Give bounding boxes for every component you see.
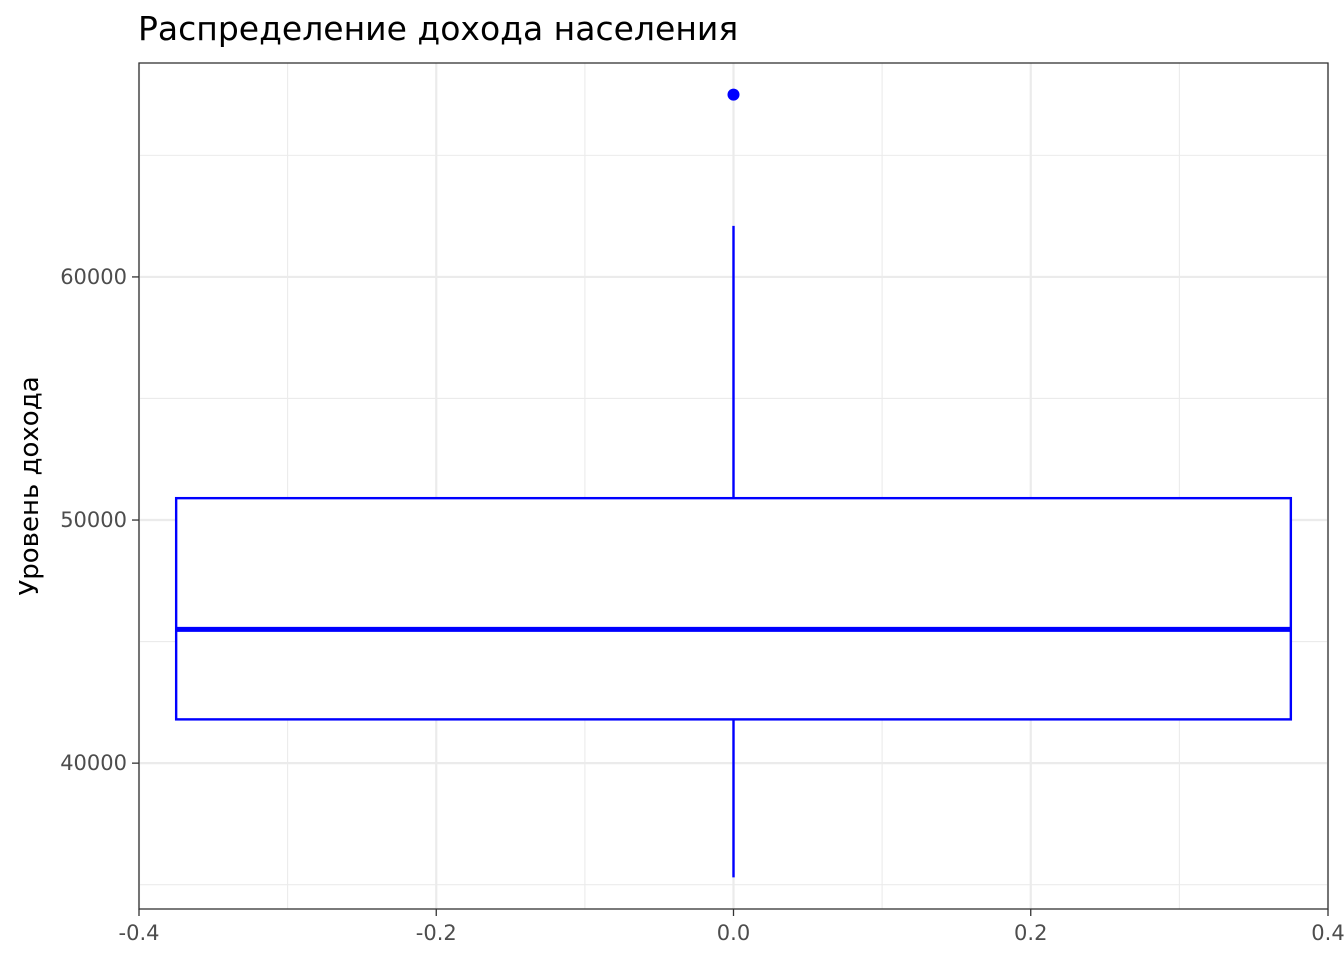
panel-border [138,62,1329,910]
axis-ticks: -0.4 -0.2 0.0 0.2 0.4 40000 50000 60000 [60,265,1344,945]
y-tick-label: 40000 [60,751,127,775]
y-tick-label: 50000 [60,508,127,532]
outlier-point [727,88,740,101]
x-tick-label: 0.0 [717,921,750,945]
plot-area [174,88,1293,878]
chart-title: Распределение дохода населения [138,9,738,48]
y-tick-label: 60000 [60,265,127,289]
x-tick-label: 0.2 [1014,921,1047,945]
y-axis-label: Уровень дохода [15,376,45,595]
x-tick-label: -0.2 [416,921,457,945]
interquartile-box [174,496,1293,721]
x-tick-label: -0.4 [119,921,160,945]
x-tick-label: 0.4 [1311,921,1344,945]
